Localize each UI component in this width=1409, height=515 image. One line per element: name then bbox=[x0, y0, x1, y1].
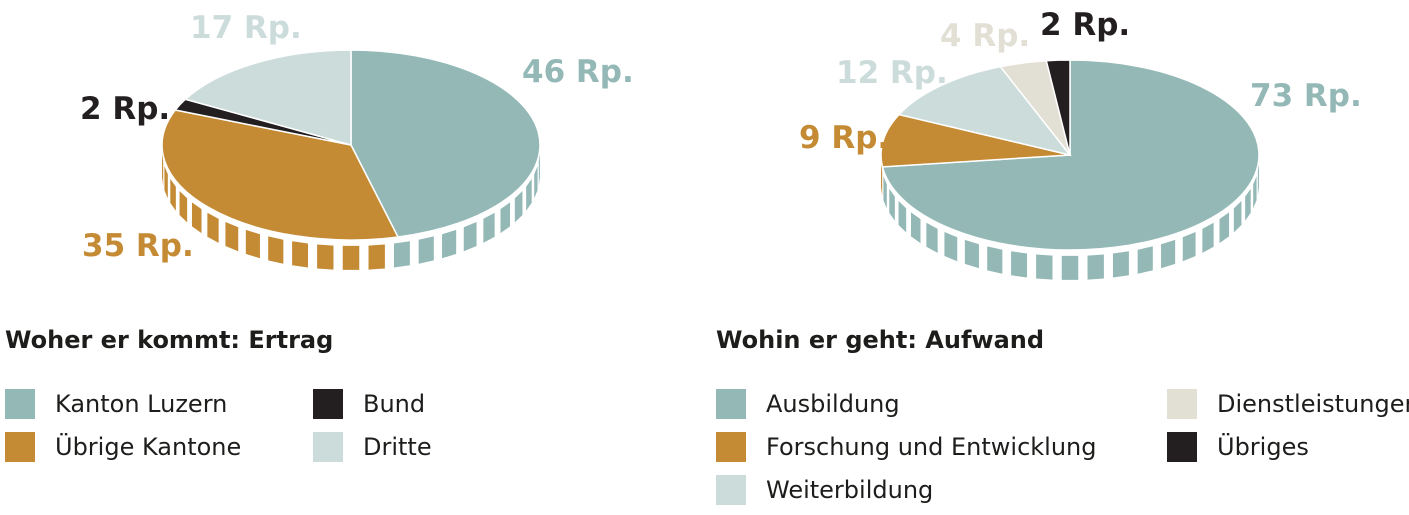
legend-item-dienstleistungen: Dienstleistungen bbox=[1167, 389, 1409, 419]
pie-rim-segment bbox=[442, 229, 457, 259]
pie-rim-segment bbox=[162, 153, 164, 186]
pie-rim-segment bbox=[1161, 239, 1176, 269]
pie-rim-segment bbox=[368, 244, 385, 270]
legend-label: Ausbildung bbox=[766, 390, 900, 418]
pie-rim-segment bbox=[225, 222, 239, 252]
pie-chart-ertrag: 46 Rp. 35 Rp. 2 Rp. 17 Rp. bbox=[80, 10, 634, 270]
pie-rim-segment bbox=[898, 200, 907, 233]
legend-label: Bund bbox=[363, 390, 426, 418]
pie-rim-segment bbox=[964, 239, 979, 269]
legend-item-ausbildung: Ausbildung bbox=[716, 389, 900, 419]
legend-label: Dienstleistungen bbox=[1217, 390, 1409, 418]
pie-slice-dritte bbox=[183, 49, 352, 146]
pie-slice-weiterbildung bbox=[897, 65, 1072, 157]
legend-label: Weiterbildung bbox=[766, 476, 934, 504]
pie-rim-segment bbox=[987, 246, 1003, 274]
pie-chart-aufwand: 73 Rp. 9 Rp. 12 Rp.4 Rp. 2 Rp. bbox=[799, 7, 1362, 280]
pie-rim-segment bbox=[179, 190, 188, 223]
slice-label-uebrige-kantone: 35 Rp. bbox=[82, 228, 194, 264]
pie-rim-segment bbox=[926, 222, 938, 253]
pie-rim-segment bbox=[944, 232, 958, 262]
pie-rim-segment bbox=[164, 166, 168, 199]
pie-rim-segment bbox=[483, 212, 495, 243]
pie-rim-segment bbox=[317, 244, 334, 270]
legend-item-uebrige-kantone: Übrige Kantone bbox=[5, 432, 241, 462]
slice-label-forschung-und-entwicklung: 9 Rp. bbox=[799, 120, 889, 156]
legend-swatch bbox=[716, 475, 746, 505]
pie-slice-uebrige-kantone bbox=[161, 109, 400, 241]
slice-label-bund: 2 Rp. bbox=[80, 91, 170, 127]
pie-rim-segment bbox=[1219, 212, 1230, 244]
pie-rim-segment bbox=[1202, 222, 1214, 253]
slice-label-kanton-luzern: 46 Rp. bbox=[522, 54, 634, 90]
pie-rim-segment bbox=[418, 236, 434, 264]
aufwand-title: Wohin er geht: Aufwand bbox=[716, 326, 1045, 354]
pie-rim-segment bbox=[514, 190, 523, 223]
legend-swatch bbox=[716, 432, 746, 462]
legend-swatch bbox=[1167, 389, 1197, 419]
pie-rim-segment bbox=[1245, 188, 1251, 221]
pie-slice-kanton-luzern bbox=[350, 49, 541, 238]
pie-rim-segment bbox=[1112, 251, 1129, 278]
legend-swatch bbox=[5, 432, 35, 462]
slice-label-dritte: 17 Rp. bbox=[190, 10, 302, 46]
pie-rim-segment bbox=[1257, 163, 1259, 196]
pie-rim-segment bbox=[883, 176, 887, 209]
legend-swatch bbox=[313, 389, 343, 419]
legend-label: Forschung und Entwicklung bbox=[766, 433, 1097, 461]
legend-swatch bbox=[313, 432, 343, 462]
pie-rim-segment bbox=[292, 241, 309, 268]
legend-item-weiterbildung: Weiterbildung bbox=[716, 475, 933, 505]
legend-swatch bbox=[1167, 432, 1197, 462]
pie-rim-segment bbox=[393, 241, 410, 268]
ertrag-title: Woher er kommt: Ertrag bbox=[5, 326, 334, 354]
pie-rim-segment bbox=[889, 188, 895, 221]
legend-item-kanton-luzern: Kanton Luzern bbox=[5, 389, 227, 419]
pie-rim-segment bbox=[191, 202, 202, 234]
pie-rim bbox=[162, 153, 540, 270]
pie-slice-uebriges bbox=[1045, 59, 1071, 156]
pie-rim-segment bbox=[245, 229, 260, 259]
pie-rim-segment bbox=[207, 212, 219, 243]
pie-rim-segment bbox=[881, 163, 883, 196]
pie-rim-segment bbox=[500, 202, 511, 234]
legend-swatch bbox=[5, 389, 35, 419]
pie-rim-segment bbox=[526, 178, 532, 211]
pie-rim-segment bbox=[463, 222, 477, 252]
pie-rim-segment bbox=[1087, 254, 1104, 280]
legend-item-uebriges: Übriges bbox=[1167, 432, 1309, 462]
slice-label-weiterbildung: 12 Rp. bbox=[836, 55, 948, 91]
pie-rim-segment bbox=[1137, 246, 1153, 274]
legend-item-dritte: Dritte bbox=[313, 432, 432, 462]
pie-rim bbox=[881, 163, 1259, 280]
pie-rim-segment bbox=[170, 178, 176, 211]
pie-rim-segment bbox=[1036, 254, 1053, 280]
pie-rim-segment bbox=[1011, 251, 1028, 278]
pie-rim-segment bbox=[1253, 176, 1257, 209]
pie-rim-segment bbox=[342, 245, 360, 270]
legend-item-bund: Bund bbox=[313, 389, 425, 419]
legend-swatch bbox=[716, 389, 746, 419]
legend-item-forschung-und-entwicklung: Forschung und Entwicklung bbox=[716, 432, 1096, 462]
pie-slice-forschung-und-entwicklung bbox=[880, 113, 1071, 168]
pie-rim-segment bbox=[1061, 255, 1079, 280]
slice-label-uebriges: 2 Rp. bbox=[1040, 7, 1130, 43]
slice-label-ausbildung: 73 Rp. bbox=[1250, 78, 1362, 114]
pie-rim-segment bbox=[538, 153, 540, 186]
pie-rim-segment bbox=[1182, 232, 1196, 262]
legend-label: Dritte bbox=[363, 433, 432, 461]
legend-label: Übriges bbox=[1217, 433, 1309, 461]
legend-label: Übrige Kantone bbox=[55, 433, 242, 461]
pie-rim-segment bbox=[910, 212, 921, 244]
pie-rim-segment bbox=[1233, 200, 1242, 233]
slice-label-dienstleistungen: 4 Rp. bbox=[940, 18, 1030, 54]
pie-rim-segment bbox=[534, 166, 538, 199]
pie-rim-segment bbox=[268, 236, 284, 264]
legend-label: Kanton Luzern bbox=[55, 390, 228, 418]
